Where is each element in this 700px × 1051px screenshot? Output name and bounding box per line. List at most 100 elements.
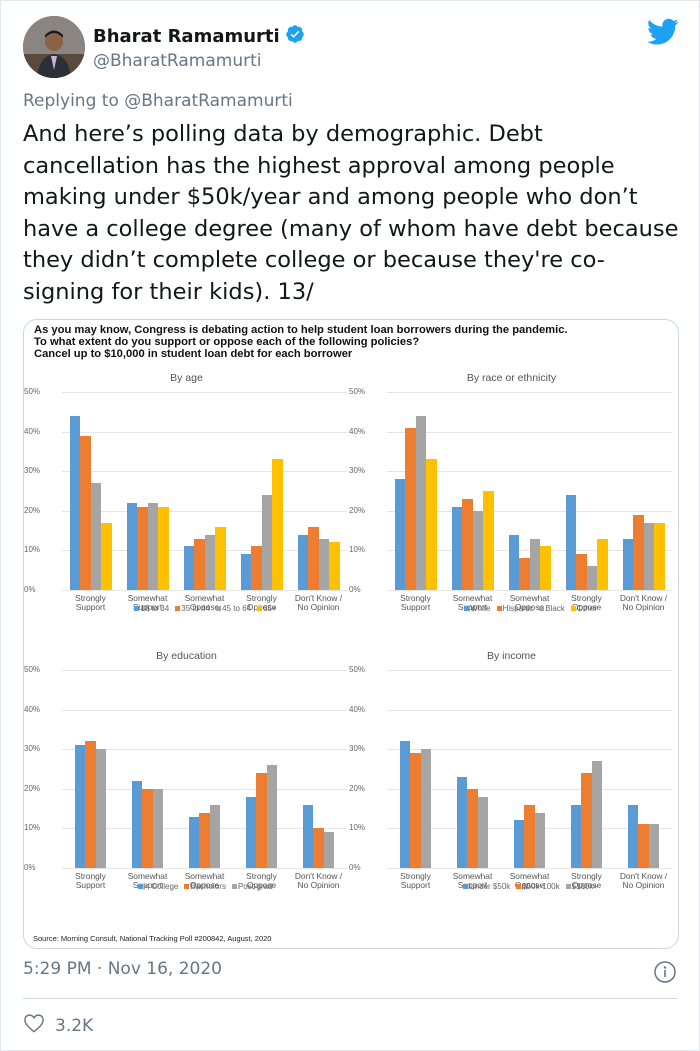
avatar[interactable] [23,16,85,78]
bar [318,538,329,590]
gridline [62,471,347,473]
y-tick-label: 40% [24,426,41,436]
bar [627,804,639,868]
legend-item: 45 to 64 [216,604,251,613]
gridline [387,392,672,393]
plot-area: 50% 40% 30% 20% 10% 0% Strongly Support Somewhat… [24,665,347,890]
legend-swatch [565,884,571,890]
x-tick-label: Somewhat Support [452,871,493,890]
legend-swatch [216,606,222,612]
bar [622,538,633,590]
bar [297,534,308,590]
bar [194,538,205,590]
bar [74,745,86,868]
legend-swatch [570,606,576,612]
replying-to-handle-link[interactable]: @BharatRamamurti [124,91,293,111]
bar-group [131,670,164,868]
chart-title: By race or ethnicity [466,372,557,384]
y-tick-label: 0% [349,585,361,594]
bar [483,491,494,590]
bar [451,506,462,590]
gridline [387,868,672,869]
chart-panel: By education 50% 40% 30% 20% 10% 0% Strongly Sup… [24,650,349,920]
bar [654,522,665,590]
like-count: 3.2K [55,1015,94,1036]
gridline [62,670,347,671]
y-tick-label: 10% [349,545,366,555]
author-handle[interactable]: @BharatRamamurti [93,51,262,71]
bar [581,772,592,868]
bar [394,479,405,590]
bar [215,526,226,590]
bar-group [627,670,660,868]
like-button[interactable]: 3.2K [23,1013,93,1038]
chart-legend: < College Bachelors Post-grad [24,882,349,891]
bar-group [394,392,437,590]
x-tick-label: Strongly Support [400,593,431,612]
bar [101,522,112,590]
legend-swatch [175,606,181,612]
bar [597,538,608,590]
y-tick-label: 10% [24,545,41,555]
question-line: Cancel up to $10,000 in student loan deb… [34,348,353,360]
bar [534,812,546,868]
gridline [387,471,672,473]
chart-legend: Under $50k $50k-100k $100k+ [349,882,674,891]
chart-panel: By income 50% 40% 30% 20% 10% 0% Strongly Suppor… [349,650,674,920]
twitter-bird-icon[interactable] [647,18,679,50]
author-name-row[interactable]: Bharat Ramamurti [93,24,305,49]
bar [183,546,194,590]
bar [638,824,649,868]
plot-area: 50% 40% 30% 20% 10% 0% Strongly Support Somewhat… [349,387,672,612]
tweet-image[interactable]: As you may know, Congress is debating ac… [23,319,679,949]
verified-badge-icon [285,24,305,49]
legend-label: Under $50k [468,882,511,891]
bar [69,415,80,590]
bar [462,498,473,590]
question-line: As you may know, Congress is debating ac… [34,324,568,336]
legend-item: Hispanic [496,604,533,613]
x-tick-label: Strongly Support [400,871,431,890]
bar [85,741,96,868]
plot-area: 50% 40% 30% 20% 10% 0% Strongly Support Somewhat… [24,387,347,612]
bar [648,824,660,868]
bar-group [302,670,335,868]
survey-question: As you may know, Congress is debating ac… [34,324,568,360]
chart-title: By age [170,372,203,384]
info-icon[interactable] [653,960,677,988]
chart-title: By education [156,650,217,662]
x-tick-label: Strongly Support [75,593,106,612]
author-name[interactable]: Bharat Ramamurti [93,26,280,47]
bar [142,788,153,868]
y-tick-label: 50% [24,387,41,396]
y-tick-label: 20% [24,505,41,515]
bar [261,494,272,590]
bar-group [183,392,226,590]
gridline [62,590,347,591]
bar [126,502,137,590]
bar [524,804,535,868]
bar [410,753,421,868]
x-tick-label: Somewhat Oppose [509,871,550,890]
x-tick-label: Somewhat Support [452,593,493,612]
y-tick-label: 0% [24,863,36,872]
legend-label: 65+ [263,604,277,613]
x-tick-label: Don't Know / No Opinion [294,593,343,612]
y-tick-label: 50% [349,387,366,396]
x-tick-label: Somewhat Oppose [509,593,550,612]
y-tick-label: 50% [24,665,41,674]
bar [399,741,411,868]
legend-item: $100k+ [565,882,598,891]
bar [415,415,426,590]
bar [586,566,597,590]
bar-group [570,670,603,868]
bar [591,761,603,868]
legend-swatch [257,606,263,612]
x-tick-label: Don't Know / No Opinion [294,871,343,890]
y-tick-label: 20% [349,783,366,793]
bar-group [451,392,494,590]
chart-legend: White Hispanic Black Other [349,604,674,613]
tweet-timestamp[interactable]: 5:29 PM · Nov 16, 2020 [23,959,222,979]
legend-label: Post-grad [237,882,273,891]
